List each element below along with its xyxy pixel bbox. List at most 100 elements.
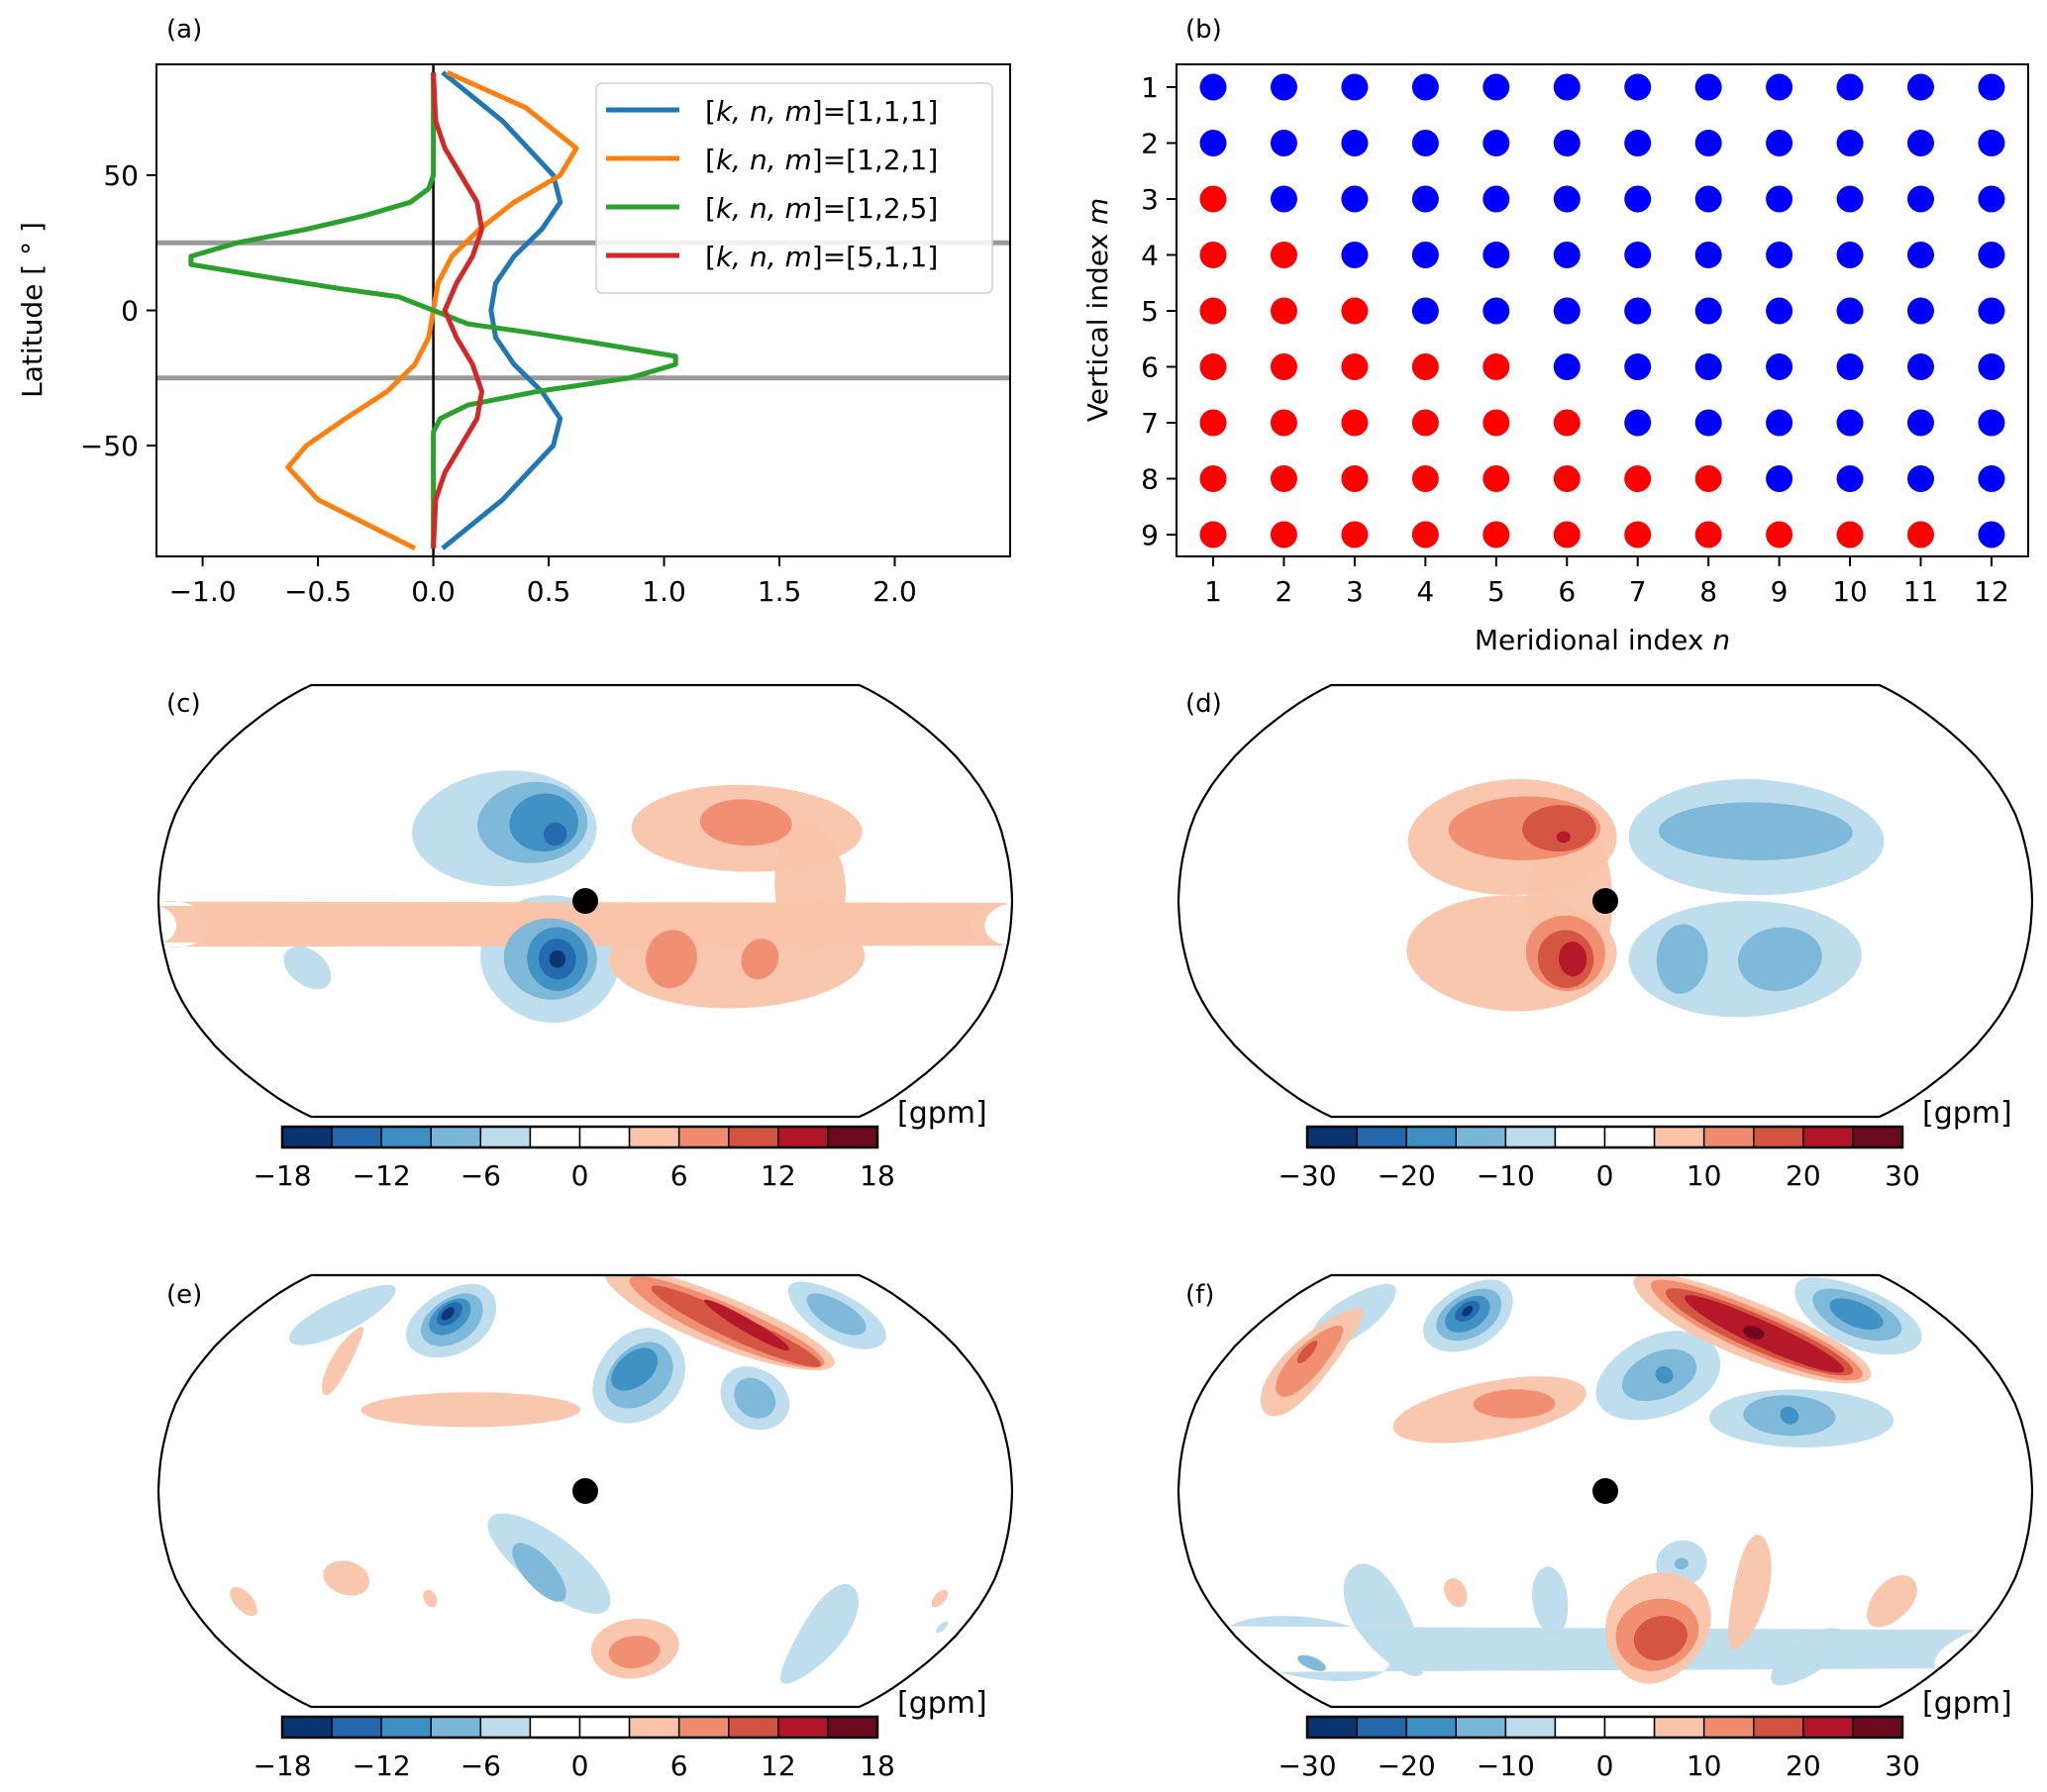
colorbar-bin bbox=[380, 1716, 432, 1739]
legend-entry-vars: k, n, m bbox=[716, 241, 812, 273]
legend-entry-prefix: [ bbox=[705, 144, 716, 176]
point-red bbox=[1483, 465, 1510, 492]
panel-f-label: (f) bbox=[1185, 1280, 1214, 1310]
point-blue bbox=[1694, 130, 1722, 156]
colorbar-bin bbox=[578, 1716, 631, 1739]
negative-contour bbox=[1462, 1306, 1474, 1317]
negative-contour bbox=[611, 1347, 659, 1391]
x-tick-label: 4 bbox=[1416, 575, 1434, 608]
point-red bbox=[1483, 521, 1510, 548]
positive-contour bbox=[323, 1560, 370, 1596]
point-blue bbox=[1270, 130, 1297, 156]
colorbar-tick-label: 12 bbox=[761, 1749, 796, 1782]
negative-contour bbox=[288, 1284, 396, 1345]
y-tick-label: 0 bbox=[121, 295, 139, 328]
panel-f-map: (f) [gpm] −30 −20 −10 0 10 20 30 bbox=[1177, 1273, 2034, 1782]
point-red bbox=[1341, 409, 1369, 437]
colorbar-tick-label: −30 bbox=[1278, 1159, 1336, 1192]
colorbar-bin bbox=[529, 1716, 581, 1739]
colorbar-bin bbox=[1852, 1716, 1903, 1739]
point-blue bbox=[1270, 185, 1297, 213]
colorbar-bin bbox=[1852, 1126, 1903, 1148]
positive-contour bbox=[1685, 1295, 1845, 1373]
point-blue bbox=[1766, 353, 1793, 380]
colorbar-bin bbox=[479, 1716, 532, 1739]
negative-contour bbox=[1771, 1628, 1847, 1686]
colorbar-bin bbox=[1356, 1716, 1407, 1739]
point-blue bbox=[1199, 73, 1227, 101]
x-tick-label: 12 bbox=[1974, 575, 2009, 608]
x-tick-label: −0.5 bbox=[284, 575, 352, 608]
map-outline bbox=[1177, 1273, 2034, 1709]
point-blue bbox=[1341, 242, 1369, 268]
colorbar-bin bbox=[1702, 1716, 1755, 1739]
x-tick-label: 2.0 bbox=[872, 575, 917, 608]
positive-contour bbox=[230, 1586, 257, 1616]
point-blue bbox=[1907, 130, 1934, 156]
colorbar-bin bbox=[529, 1126, 581, 1148]
point-red bbox=[1270, 353, 1297, 380]
negative-contour bbox=[512, 1543, 566, 1602]
x-tick-label: 0.5 bbox=[527, 575, 571, 608]
y-tick-label: 5 bbox=[1141, 295, 1159, 328]
point-red bbox=[1836, 521, 1864, 548]
point-red bbox=[1199, 242, 1227, 268]
negative-contour bbox=[1656, 924, 1708, 994]
colorbar-tick-label: 0 bbox=[1596, 1749, 1614, 1782]
point-blue bbox=[1483, 297, 1510, 325]
colorbar-tick-label: −10 bbox=[1477, 1749, 1535, 1782]
point-red bbox=[1199, 465, 1227, 492]
positive-contour bbox=[1559, 942, 1587, 977]
positive-contour bbox=[322, 1327, 363, 1396]
positive-contour bbox=[1633, 1616, 1688, 1661]
x-tick-label: 9 bbox=[1771, 575, 1789, 608]
point-blue bbox=[1624, 73, 1652, 101]
map-outline bbox=[156, 683, 1014, 1119]
point-red bbox=[1199, 521, 1227, 548]
point-blue bbox=[1553, 353, 1581, 380]
point-blue bbox=[1553, 73, 1581, 101]
y-tick-label: 3 bbox=[1141, 183, 1159, 216]
x-tick-label: 10 bbox=[1832, 575, 1868, 608]
point-blue bbox=[1978, 297, 2005, 325]
positive-contour bbox=[1473, 1389, 1556, 1419]
point-red bbox=[1199, 185, 1227, 213]
negative-contour bbox=[1655, 1366, 1674, 1384]
units-label: [gpm] bbox=[897, 1686, 987, 1721]
point-blue bbox=[1978, 185, 2005, 213]
point-blue bbox=[1978, 521, 2005, 548]
point-blue bbox=[1907, 465, 1934, 492]
point-red bbox=[1270, 242, 1297, 268]
panel-b-label: (b) bbox=[1185, 15, 1222, 45]
point-blue bbox=[1836, 409, 1864, 437]
point-blue bbox=[1553, 297, 1581, 325]
point-blue bbox=[1483, 73, 1510, 101]
legend-entry-suffix: ]=[1,2,5] bbox=[812, 192, 938, 225]
point-blue bbox=[1553, 130, 1581, 156]
units-label: [gpm] bbox=[1922, 1096, 2012, 1131]
panel-d-map: (d) [gpm] −30 −20 −10 0 10 20 30 bbox=[1177, 683, 2034, 1192]
point-blue bbox=[1694, 185, 1722, 213]
colorbar-tick-label: 6 bbox=[670, 1749, 688, 1782]
positive-contour bbox=[1444, 1578, 1468, 1608]
point-red bbox=[1411, 353, 1439, 380]
x-tick-label: 1.5 bbox=[758, 575, 802, 608]
colorbar-bin bbox=[1802, 1126, 1854, 1148]
negative-contour bbox=[1532, 1566, 1569, 1637]
colorbar-bin bbox=[677, 1716, 730, 1739]
point-red bbox=[1907, 521, 1934, 548]
x-tick-label: 5 bbox=[1487, 575, 1505, 608]
negative-contour bbox=[1658, 802, 1853, 860]
legend-entry-2: [k, n, m]=[1,2,5] bbox=[705, 192, 938, 225]
point-blue bbox=[1978, 130, 2005, 156]
point-blue bbox=[1836, 242, 1864, 268]
negative-contour bbox=[936, 1621, 949, 1634]
legend-entry-3: [k, n, m]=[5,1,1] bbox=[705, 241, 938, 273]
x-tick-label: 7 bbox=[1629, 575, 1647, 608]
point-red bbox=[1694, 521, 1722, 548]
negative-contour bbox=[734, 1377, 776, 1419]
colorbar-bin bbox=[281, 1716, 333, 1739]
